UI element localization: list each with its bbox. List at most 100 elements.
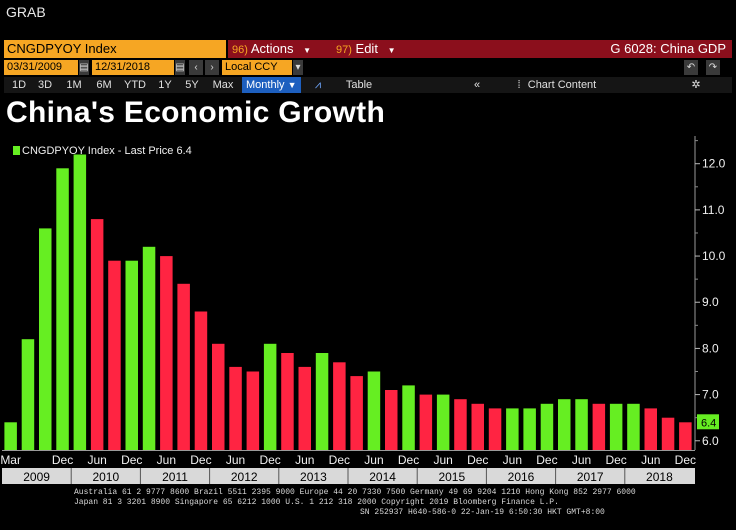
- bar-2013Q4: [333, 362, 346, 450]
- bar-2013Q2: [298, 366, 311, 450]
- settings-gear-icon[interactable]: ✲: [691, 79, 701, 91]
- x-month-label: Jun: [503, 453, 522, 467]
- x-year-label: 2016: [508, 470, 535, 484]
- bar-2015Q4: [471, 403, 484, 450]
- x-month-label: Dec: [121, 453, 142, 467]
- bar-2017Q2: [575, 399, 588, 450]
- table-button[interactable]: Table: [345, 79, 373, 91]
- x-month-label: Dec: [190, 453, 211, 467]
- x-month-label: Jun: [433, 453, 452, 467]
- bar-2012Q2: [229, 366, 242, 450]
- x-month-label: Dec: [259, 453, 280, 467]
- caret-down-icon: ▼: [287, 80, 297, 90]
- dropdown-icon[interactable]: ▾: [293, 60, 303, 75]
- frequency-label: Monthly: [246, 79, 285, 91]
- bar-2015Q2: [436, 394, 450, 450]
- bar-2013Q1: [281, 353, 294, 450]
- x-month-label: Dec: [536, 453, 557, 467]
- bar-2018Q4: [679, 422, 692, 450]
- tab-5y[interactable]: 5Y: [185, 79, 199, 91]
- redo-icon[interactable]: ↷: [706, 60, 720, 75]
- y-tick-label: 7.0: [702, 388, 719, 402]
- tab-3d[interactable]: 3D: [37, 79, 53, 91]
- x-month-label: Jun: [157, 453, 176, 467]
- bar-2017Q1: [558, 399, 571, 450]
- edit-hotkey: 97): [336, 44, 352, 56]
- command-bar: [228, 40, 732, 58]
- currency-select[interactable]: Local CCY: [222, 60, 292, 75]
- bar-2017Q3: [592, 403, 606, 450]
- bar-chart: Mar Dec Jun Dec Jun Dec Jun Dec Jun Dec Jun Dec Jun D…: [0, 136, 726, 484]
- legend-label: CNGDPYOY Index - Last Price 6.4: [22, 145, 192, 157]
- x-month-label: Dec: [329, 453, 350, 467]
- calendar-icon[interactable]: ▤: [79, 60, 89, 75]
- grab-label: GRAB: [6, 4, 46, 20]
- y-tick-label: 8.0: [702, 341, 719, 355]
- bar-2011Q4: [194, 311, 208, 450]
- footer-contacts-line1: Australia 61 2 9777 8600 Brazil 5511 239…: [74, 488, 636, 497]
- x-month-label: Jun: [641, 453, 660, 467]
- undo-icon[interactable]: ↶: [684, 60, 698, 75]
- edit-menu-button[interactable]: 97) Edit ▼: [336, 40, 395, 58]
- bar-2010Q1: [73, 154, 87, 450]
- x-year-label: 2014: [369, 470, 396, 484]
- tab-max[interactable]: Max: [212, 79, 234, 91]
- caret-down-icon: ▼: [387, 46, 396, 55]
- next-arrow-icon[interactable]: ›: [205, 60, 219, 75]
- chart-title: China's Economic Growth: [6, 96, 386, 129]
- edit-label: Edit: [355, 41, 378, 56]
- last-price-label: 6.4: [701, 417, 716, 429]
- tab-1y[interactable]: 1Y: [158, 79, 172, 91]
- caret-down-icon: ▼: [303, 46, 311, 55]
- prev-arrow-icon[interactable]: ‹: [189, 60, 203, 75]
- bar-2015Q3: [454, 399, 467, 450]
- bar-2013Q3: [315, 353, 329, 450]
- bar-2010Q4: [125, 260, 138, 450]
- footer-contacts-line2: Japan 81 3 3201 8900 Singapore 65 6212 1…: [74, 498, 559, 507]
- actions-hotkey: 96): [232, 44, 248, 56]
- start-date-input[interactable]: 03/31/2009: [4, 60, 78, 75]
- bar-2014Q2: [367, 371, 381, 450]
- tab-1d[interactable]: 1D: [11, 79, 27, 91]
- bar-2018Q1: [627, 403, 640, 450]
- bar-2010Q2: [90, 219, 104, 450]
- y-axis: 6.0 7.0 8.0 9.0 10.0 11.0 12.0 6.4: [694, 136, 726, 450]
- x-month-label: Mar: [0, 453, 21, 467]
- x-month-label: Dec: [398, 453, 419, 467]
- frequency-select[interactable]: Monthly ▼: [242, 77, 301, 93]
- x-year-label: 2017: [577, 470, 604, 484]
- tab-6m[interactable]: 6M: [96, 79, 112, 91]
- bar-2009Q3: [39, 228, 52, 450]
- x-year-label: 2009: [23, 470, 50, 484]
- last-price-marker: [697, 414, 719, 430]
- tab-1m[interactable]: 1M: [66, 79, 82, 91]
- x-month-label: Jun: [226, 453, 245, 467]
- end-date-input[interactable]: 12/31/2018: [92, 60, 174, 75]
- line-chart-icon[interactable]: ⩘: [314, 79, 322, 91]
- actions-menu-button[interactable]: 96) Actions ▼: [232, 40, 311, 58]
- ticker-field[interactable]: CNGDPYOY Index: [4, 40, 226, 58]
- x-month-label: Jun: [87, 453, 106, 467]
- x-year-label: 2018: [646, 470, 673, 484]
- x-axis: Mar Dec Jun Dec Jun Dec Jun Dec Jun Dec Jun Dec Jun D…: [0, 450, 696, 484]
- bar-2014Q1: [350, 376, 363, 450]
- calendar-icon[interactable]: ▤: [175, 60, 185, 75]
- x-year-label: 2013: [300, 470, 327, 484]
- x-year-label: 2011: [162, 470, 188, 484]
- bar-2011Q2: [160, 256, 173, 450]
- y-tick-label: 12.0: [702, 157, 726, 171]
- bar-2018Q3: [661, 417, 675, 450]
- tab-ytd[interactable]: YTD: [124, 79, 146, 91]
- bar-2016Q3: [523, 408, 536, 450]
- bar-2014Q3: [385, 390, 398, 450]
- bar-2016Q4: [540, 403, 554, 450]
- x-month-label: Jun: [364, 453, 383, 467]
- bar-2012Q1: [212, 343, 225, 450]
- graph-title: G 6028: China GDP: [610, 41, 726, 56]
- chart-content-button[interactable]: Chart Content: [527, 79, 597, 91]
- collapse-left-icon[interactable]: «: [473, 79, 481, 91]
- x-year-label: 2015: [438, 470, 465, 484]
- footer-session-info: SN 252937 H640-586-0 22-Jan-19 6:50:30 H…: [360, 508, 605, 517]
- y-tick-label: 10.0: [702, 249, 726, 263]
- x-year-label: 2010: [92, 470, 119, 484]
